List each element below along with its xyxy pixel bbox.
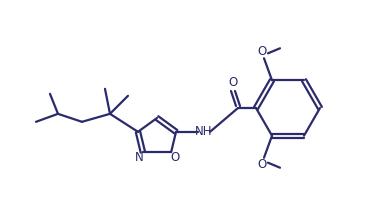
Text: O: O: [257, 45, 267, 58]
Text: O: O: [170, 151, 180, 164]
Text: O: O: [257, 158, 267, 171]
Text: O: O: [229, 76, 238, 89]
Text: N: N: [134, 151, 143, 164]
Text: NH: NH: [195, 125, 213, 138]
